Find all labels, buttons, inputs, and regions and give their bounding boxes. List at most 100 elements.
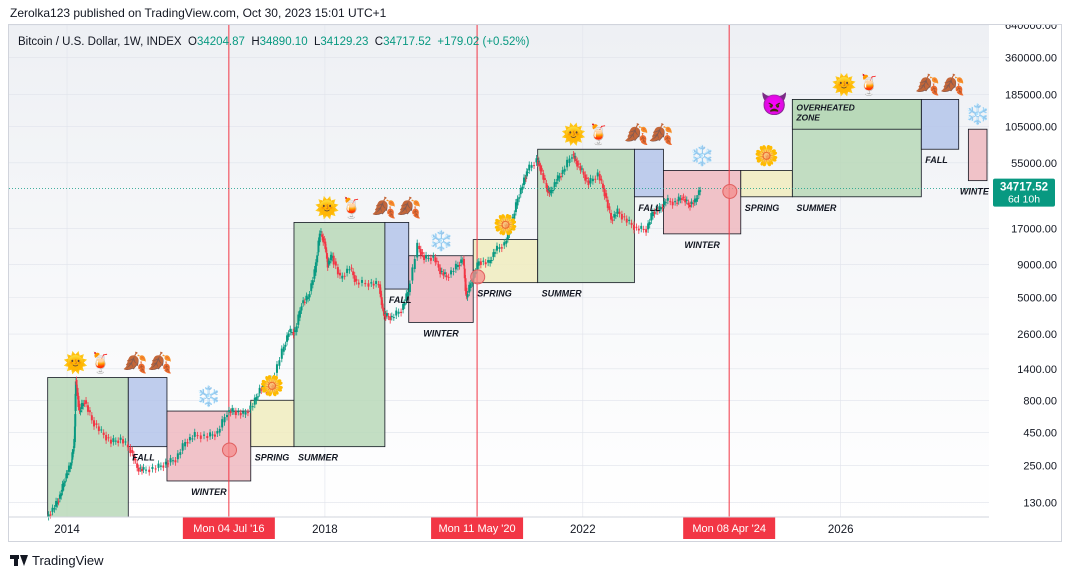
candle-body bbox=[119, 437, 122, 440]
candle-body bbox=[566, 159, 569, 168]
candle-body bbox=[689, 204, 692, 208]
candle-body bbox=[537, 160, 540, 162]
candle-body bbox=[674, 201, 677, 203]
candle-body bbox=[574, 156, 577, 158]
candle-body bbox=[352, 271, 355, 276]
candle-body bbox=[425, 255, 428, 259]
candle-body bbox=[500, 247, 503, 249]
candle-body bbox=[61, 484, 64, 492]
candle-body bbox=[600, 178, 603, 181]
candle-body bbox=[439, 267, 442, 275]
zone-label-spring: SPRING bbox=[745, 203, 780, 213]
candle-body bbox=[546, 188, 549, 193]
candle-body bbox=[90, 415, 93, 421]
price-axis: 640000.00 360000.00 185000.00 105000.00 5500… bbox=[989, 25, 1061, 517]
candle-body bbox=[576, 160, 579, 167]
candle-body bbox=[687, 202, 690, 205]
candle-body bbox=[323, 239, 326, 241]
candle-body bbox=[645, 229, 648, 233]
low-value: 34129.23 bbox=[320, 36, 369, 48]
candle-body bbox=[298, 310, 301, 318]
candle-body bbox=[317, 240, 320, 253]
candle-body bbox=[300, 306, 303, 311]
candle-body bbox=[437, 264, 440, 268]
candle-body bbox=[58, 494, 61, 499]
candle-body bbox=[74, 414, 77, 427]
open-label: O bbox=[188, 36, 197, 48]
candle-body bbox=[603, 188, 606, 197]
candle-body bbox=[637, 228, 640, 231]
candle-body bbox=[661, 207, 664, 209]
candle-body bbox=[408, 283, 411, 293]
candle-body bbox=[696, 198, 699, 200]
candle-body bbox=[403, 302, 406, 306]
candle-body bbox=[387, 316, 390, 318]
candle-body bbox=[263, 388, 266, 390]
candle-body bbox=[223, 417, 226, 423]
price-tick-label: 640000.00 bbox=[1005, 25, 1057, 32]
candle-body bbox=[69, 465, 72, 469]
candle-body bbox=[318, 233, 321, 243]
candle-body bbox=[324, 241, 327, 249]
candle-body bbox=[97, 426, 100, 432]
halving-marker bbox=[470, 269, 486, 285]
cycle-date-tag bbox=[683, 517, 776, 539]
candle-body bbox=[142, 467, 145, 470]
symbol-name: Bitcoin / U.S. Dollar, 1W, INDEX bbox=[18, 36, 182, 48]
current-price-label: 34717.52 bbox=[1000, 182, 1048, 194]
candle-body bbox=[466, 294, 469, 298]
candle-body bbox=[74, 393, 77, 411]
candle-body bbox=[213, 434, 216, 437]
candle-body bbox=[251, 406, 254, 408]
zone-winter bbox=[663, 170, 742, 235]
candle-body bbox=[535, 158, 538, 163]
candle-body bbox=[444, 272, 447, 274]
price-chart[interactable]: 🌞🍹 FALL 🍂🍂 WINTER ❄️ SPRING 🌼 SUMMER 🌞🍹 FALL 🍂🍂 WIN… bbox=[9, 25, 1061, 541]
tradingview-footer[interactable]: TradingView bbox=[10, 553, 104, 568]
candle-body bbox=[511, 217, 514, 226]
candle-body bbox=[542, 173, 545, 180]
candle-body bbox=[313, 269, 316, 279]
candle-body bbox=[85, 400, 88, 404]
candle-body bbox=[255, 397, 258, 401]
zone-icon-fall: 🍂🍂 bbox=[624, 122, 674, 146]
zone-label-winter: WINTER bbox=[960, 187, 996, 197]
candle-body bbox=[112, 438, 115, 443]
zone-icon-fall: 🍂🍂 bbox=[372, 195, 422, 219]
candle-body bbox=[653, 211, 656, 215]
candle-body bbox=[253, 397, 256, 405]
candle-body bbox=[528, 164, 531, 171]
candle-body bbox=[47, 514, 50, 517]
candle-body bbox=[435, 260, 438, 262]
candle-body bbox=[55, 501, 58, 507]
candle-body bbox=[95, 423, 98, 425]
candle-body bbox=[169, 458, 172, 463]
candle-body bbox=[306, 297, 309, 299]
candle-body bbox=[479, 261, 482, 265]
candle-body bbox=[64, 481, 67, 483]
candle-body bbox=[458, 264, 461, 267]
zone-icon-spring: 🌼 bbox=[493, 213, 518, 237]
candle-body bbox=[447, 276, 450, 278]
zone-summer bbox=[537, 148, 635, 284]
candle-body bbox=[131, 449, 134, 453]
candle-body bbox=[606, 199, 609, 208]
candle-body bbox=[357, 282, 360, 285]
candle-body bbox=[516, 198, 519, 206]
zone-icon-winter: ❄️ bbox=[429, 229, 454, 253]
current-price-tag bbox=[993, 178, 1055, 207]
candle-body bbox=[332, 255, 335, 265]
price-tick-label: 250.00 bbox=[1023, 461, 1057, 473]
candle-body bbox=[134, 458, 137, 461]
candle-body bbox=[514, 202, 517, 213]
candle-body bbox=[244, 412, 247, 415]
candle-body bbox=[325, 247, 328, 250]
candle-body bbox=[551, 190, 554, 192]
candle-body bbox=[295, 326, 298, 332]
candle-body bbox=[540, 168, 543, 172]
candle-body bbox=[232, 411, 235, 413]
candle-body bbox=[560, 176, 563, 178]
price-tick-label: 130.00 bbox=[1023, 497, 1057, 509]
candle-body bbox=[620, 214, 623, 220]
candle-body bbox=[572, 154, 575, 156]
